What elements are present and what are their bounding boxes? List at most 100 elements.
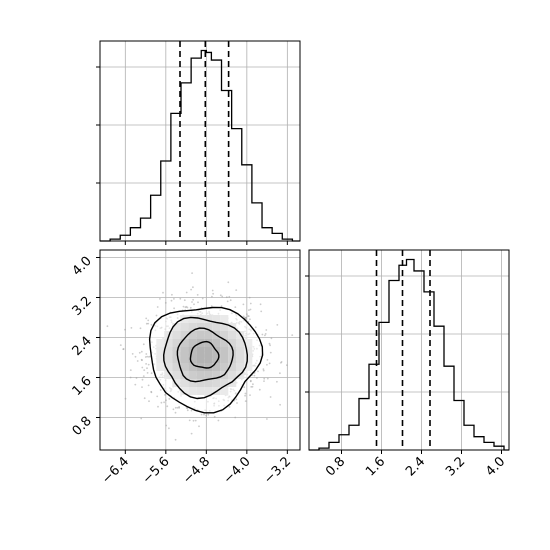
scatter-point	[269, 351, 272, 354]
scatter-point	[188, 419, 191, 422]
scatter-point	[262, 368, 265, 370]
scatter-point	[266, 363, 268, 366]
contour-level	[189, 340, 220, 369]
histogram-step	[100, 49, 300, 242]
scatter-point	[243, 386, 246, 389]
scatter-point	[170, 299, 173, 302]
scatter-point	[258, 388, 261, 391]
scatter-point	[106, 325, 109, 328]
scatter-point	[248, 296, 251, 299]
scatter-point	[280, 361, 282, 364]
scatter-point	[143, 397, 146, 400]
scatter-point	[261, 333, 264, 336]
scatter-point	[145, 317, 148, 320]
scatter-point	[124, 397, 127, 400]
scatter-point	[235, 398, 238, 401]
scatter-point	[159, 389, 162, 391]
scatter-point	[178, 406, 181, 408]
scatter-point	[119, 344, 122, 346]
scatter-point	[279, 372, 281, 375]
scatter-point	[253, 374, 256, 377]
scatter-point	[252, 383, 254, 386]
scatter-point	[279, 403, 281, 406]
scatter-point	[228, 295, 231, 298]
scatter-point	[164, 394, 166, 396]
scatter-point	[145, 353, 148, 355]
scatter-point	[168, 398, 171, 400]
scatter-point	[217, 419, 220, 422]
scatter-point	[228, 406, 231, 408]
marginal-x-frame	[99, 40, 301, 242]
scatter-point	[143, 369, 146, 371]
scatter-point	[185, 291, 188, 294]
scatter-point	[129, 369, 132, 371]
scatter-point	[140, 358, 143, 361]
scatter-point	[193, 303, 195, 306]
scatter-point	[147, 319, 150, 322]
scatter-point	[210, 305, 213, 308]
scatter-point	[174, 438, 177, 441]
scatter-point	[165, 399, 167, 402]
scatter-point	[189, 306, 192, 309]
scatter-point	[173, 307, 176, 310]
scatter-point	[124, 328, 126, 331]
scatter-point	[203, 413, 205, 416]
scatter-point	[138, 351, 141, 354]
scatter-point	[248, 309, 250, 311]
scatter-point	[212, 292, 215, 295]
scatter-point	[254, 326, 257, 329]
scatter-point	[157, 405, 159, 408]
scatter-point	[257, 370, 259, 373]
scatter-point	[150, 323, 153, 326]
scatter-point	[141, 366, 144, 369]
scatter-point	[183, 299, 186, 302]
scatter-point	[227, 281, 230, 284]
scatter-point	[266, 359, 269, 361]
scatter-point	[276, 380, 278, 383]
scatter-point	[244, 394, 247, 397]
marginal-x-histogram	[96, 40, 301, 245]
scatter-point	[141, 386, 143, 388]
scatter-point	[205, 414, 208, 417]
scatter-point	[269, 344, 271, 347]
scatter-point	[192, 286, 194, 289]
scatter-point	[266, 418, 268, 420]
scatter-point	[131, 353, 134, 355]
scatter-point	[268, 362, 271, 365]
scatter-point	[244, 392, 247, 395]
scatter-point	[192, 419, 195, 422]
scatter-point	[276, 324, 279, 326]
scatter-point	[164, 302, 167, 304]
scatter-point	[172, 408, 175, 411]
scatter-point	[129, 376, 132, 379]
scatter-point	[198, 425, 200, 428]
scatter-point	[191, 272, 194, 274]
scatter-point	[163, 401, 166, 404]
scatter-point	[251, 385, 254, 388]
scatter-point	[263, 377, 266, 380]
scatter-point	[234, 306, 237, 308]
scatter-point	[136, 360, 139, 362]
scatter-point	[234, 416, 237, 419]
scatter-point	[156, 306, 159, 308]
scatter-point	[147, 363, 150, 366]
scatter-point	[194, 419, 197, 422]
scatter-point	[156, 395, 159, 398]
scatter-point	[220, 305, 223, 308]
scatter-point	[166, 405, 169, 408]
scatter-point	[186, 409, 189, 412]
scatter-point	[146, 355, 149, 358]
scatter-point	[130, 327, 133, 329]
scatter-point	[191, 301, 193, 303]
scatter-point	[182, 305, 185, 308]
scatter-point	[134, 355, 137, 358]
scatter-point	[144, 356, 147, 358]
scatter-point	[168, 427, 170, 430]
scatter-point	[262, 369, 265, 372]
scatter-point	[266, 377, 269, 380]
marginal-y-frame	[308, 249, 510, 451]
scatter-point	[207, 413, 210, 416]
scatter-point	[249, 394, 251, 396]
